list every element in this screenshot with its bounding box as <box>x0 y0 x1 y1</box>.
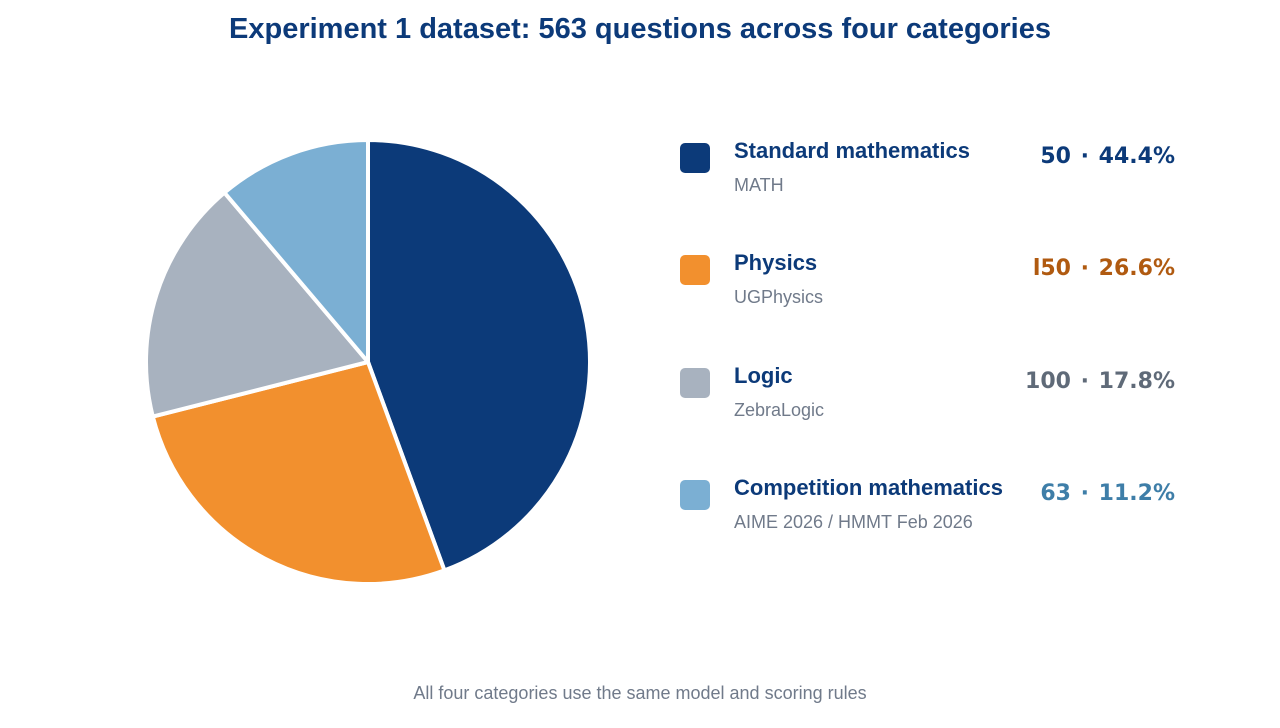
legend-item-logic: Logic ZebraLogic 100 · 17.8% <box>680 362 1180 432</box>
legend-source: AIME 2026 / HMMT Feb 2026 <box>734 512 973 532</box>
slice-percent: 11.2% <box>1098 481 1175 506</box>
legend-item-physics: Physics UGPhysics l50 · 26.6% <box>680 249 1180 319</box>
legend-value: l50 · 26.6% <box>1033 255 1175 283</box>
slice-count: 100 <box>1025 369 1071 394</box>
legend-value: 63 · 11.2% <box>1040 480 1175 508</box>
legend-swatch <box>680 143 710 173</box>
pie-slice-logic <box>144 190 370 419</box>
separator: · <box>1080 481 1089 506</box>
legend-source: UGPhysics <box>734 287 824 307</box>
slice-percent: 44.4% <box>1098 144 1175 169</box>
chart-title: Experiment 1 dataset: 563 questions acro… <box>229 13 1051 45</box>
legend-source: MATH <box>734 175 784 195</box>
legend-name: Competition mathematics <box>734 475 1003 500</box>
legend-value: 100 · 17.8% <box>1025 368 1175 396</box>
pie-slice-physics <box>150 360 447 586</box>
slice-count: l50 <box>1032 256 1071 281</box>
legend-name: Standard mathematics <box>734 138 970 163</box>
separator: · <box>1080 369 1089 394</box>
legend-value: 50 · 44.4% <box>1040 143 1175 171</box>
legend-swatch <box>680 255 710 285</box>
separator: · <box>1080 256 1089 281</box>
slice-percent: 26.6% <box>1098 256 1175 281</box>
legend-name: Physics <box>734 250 818 275</box>
slice-count: 50 <box>1040 144 1071 169</box>
footnote: All four categories use the same model a… <box>413 683 867 703</box>
legend-swatch <box>680 480 710 510</box>
slice-percent: 17.8% <box>1098 369 1175 394</box>
legend-source: ZebraLogic <box>734 400 825 420</box>
pie-slice-competition-mathematics <box>222 138 370 364</box>
legend-name: Logic <box>734 363 793 388</box>
separator: · <box>1080 144 1089 169</box>
legend-item-competition-mathematics: Competition mathematics AIME 2026 / HMMT… <box>680 474 1180 544</box>
pie-slice-standard-mathematics <box>366 138 592 573</box>
legend-item-standard-mathematics: Standard mathematics MATH 50 · 44.4% <box>680 137 1180 207</box>
slice-count: 63 <box>1040 481 1071 506</box>
legend-swatch <box>680 368 710 398</box>
